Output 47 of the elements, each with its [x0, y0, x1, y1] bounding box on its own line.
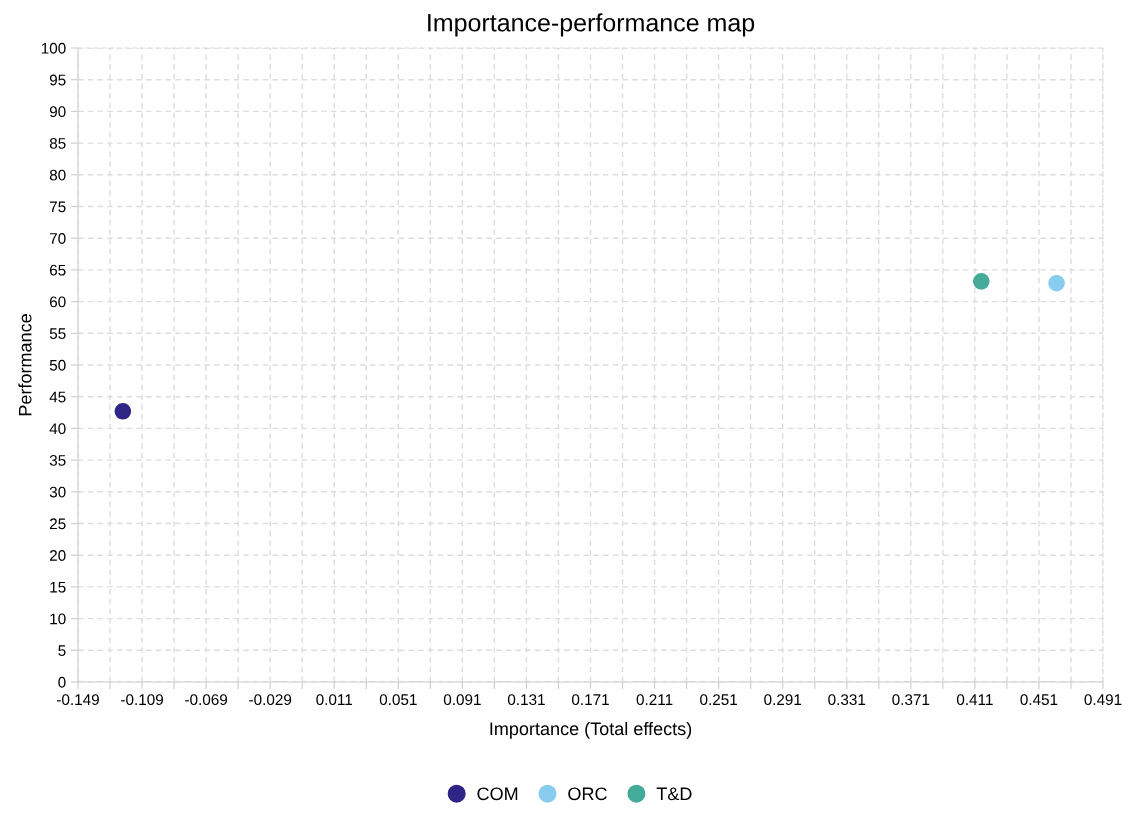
y-tick-label: 25	[49, 518, 66, 530]
y-tick-label: 75	[49, 201, 66, 213]
y-tick-label: 80	[49, 169, 66, 181]
x-tick-label: -0.029	[249, 694, 292, 706]
x-tick-label: 0.411	[956, 694, 993, 706]
y-tick-label: 60	[49, 296, 66, 308]
x-tick-label: 0.131	[507, 694, 545, 706]
x-tick-label: 0.051	[379, 694, 417, 706]
chart-title: Importance-performance map	[428, 13, 755, 37]
x-tick-label: 0.451	[1020, 694, 1058, 706]
legend-label: ORC	[568, 787, 607, 801]
x-tick-label: 0.491	[1084, 694, 1122, 706]
y-tick-label: 20	[49, 550, 66, 561]
x-tick-label: 0.211	[636, 694, 673, 706]
x-axis-title: Importance (Total effects)	[490, 721, 692, 739]
y-tick-label: 30	[49, 486, 66, 498]
x-tick-label: 0.171	[571, 694, 609, 706]
y-tick-label: 50	[49, 359, 66, 371]
y-tick-label: 100	[41, 42, 66, 54]
y-tick-label: 0	[58, 676, 66, 688]
x-tick-label: 0.331	[828, 694, 866, 706]
x-tick-label: -0.069	[185, 694, 228, 706]
y-tick-label: 85	[49, 137, 66, 149]
x-tick-label: 0.291	[764, 694, 802, 706]
y-tick-label: 5	[58, 645, 66, 656]
y-tick-label: 95	[49, 74, 66, 86]
point	[972, 272, 990, 290]
y-tick-label: 45	[49, 391, 66, 403]
x-tick-label: 0.251	[700, 694, 737, 706]
y-tick-label: 10	[50, 613, 66, 625]
x-tick-label: -0.149	[57, 694, 99, 706]
y-tick-label: 90	[49, 106, 66, 118]
point	[114, 402, 132, 420]
point	[1048, 274, 1065, 292]
y-tick-label: 40	[49, 423, 66, 435]
y-tick-label: 35	[49, 454, 66, 466]
x-tick-label: 0.091	[443, 694, 481, 706]
y-tick-label: 70	[49, 233, 66, 244]
y-tick-label: 15	[50, 581, 66, 593]
legend-label: COM	[477, 787, 518, 801]
x-tick-label: 0.371	[892, 694, 930, 706]
legend-label: T&D	[656, 787, 692, 801]
y-axis-title: Performance	[18, 314, 32, 416]
y-tick-label: 55	[49, 328, 66, 339]
x-tick-label: 0.011	[316, 694, 353, 706]
y-tick-label: 65	[49, 264, 66, 276]
x-tick-label: -0.109	[121, 694, 163, 706]
